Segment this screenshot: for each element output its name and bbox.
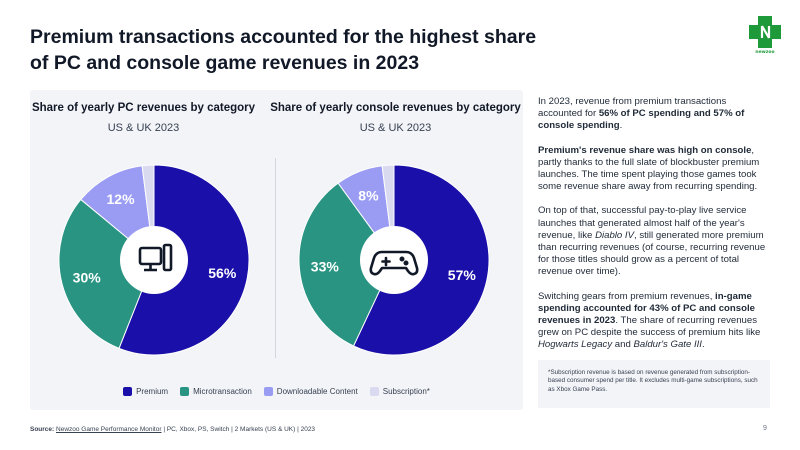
pc-label-dlc: 12% <box>107 191 136 207</box>
legend-swatch <box>180 387 190 396</box>
pc-chart-title: Share of yearly PC revenues by category <box>31 102 256 114</box>
legend-item-premium: Premium <box>123 387 168 396</box>
source-line: Source: Newzoo Game Performance Monitor … <box>30 426 315 433</box>
svg-text:newzoo: newzoo <box>755 50 774 54</box>
legend-swatch <box>369 387 379 396</box>
pc-label-premium: 56% <box>208 265 237 281</box>
console-label-dlc: 8% <box>358 187 379 203</box>
chart-legend: Premium Microtransaction Downloadable Co… <box>30 387 523 396</box>
pc-chart-header: Share of yearly PC revenues by category … <box>30 102 257 134</box>
legend-item-subscription: Subscription* <box>369 387 430 396</box>
commentary-paragraph-1: In 2023, revenue from premium transactio… <box>538 96 745 132</box>
console-slice-microtransaction <box>298 182 395 347</box>
legend-label: Microtransaction <box>193 387 252 396</box>
legend-swatch <box>123 387 133 396</box>
pc-chart-subtitle: US & UK 2023 <box>107 122 180 134</box>
legend-label: Premium <box>136 387 169 396</box>
pc-donut-hole <box>120 226 188 294</box>
newzoo-logo: newzoo <box>749 16 781 54</box>
console-chart-header: Share of yearly console revenues by cate… <box>268 102 523 134</box>
legend-item-dlc: Downloadable Content <box>263 387 358 396</box>
commentary-paragraph-2: Premium's revenue share was high on cons… <box>538 144 760 193</box>
console-label-premium: 57% <box>448 267 477 283</box>
legend-label: Downloadable Content <box>276 387 358 396</box>
legend-swatch <box>263 387 273 396</box>
page-title: Premium transactions accounted for the h… <box>30 26 537 74</box>
pc-slice-microtransaction <box>58 198 155 349</box>
chart-divider <box>275 158 276 358</box>
page-number: 9 <box>763 425 767 432</box>
legend-label: Subscription* <box>382 387 430 396</box>
commentary-paragraph-3: On top of that, successful pay-to-play l… <box>538 205 766 278</box>
pc-label-microtransaction: 30% <box>73 269 102 285</box>
gamepad-icon <box>369 250 419 276</box>
source-label: Source: <box>30 426 55 433</box>
console-chart-subtitle: US & UK 2023 <box>359 122 432 134</box>
console-chart-title: Share of yearly console revenues by cate… <box>270 102 521 114</box>
footnote-box: *Subscription revenue is based on revenu… <box>538 360 770 408</box>
console-label-microtransaction: 33% <box>311 259 340 275</box>
console-donut-hole <box>360 226 428 294</box>
charts-panel: 56% 30% 12% 57% 33% 8% Share of yearly PC rev… <box>30 90 523 410</box>
commentary: In 2023, revenue from premium transactio… <box>538 96 770 364</box>
source-details: | PC, Xbox, PS, Switch | 2 Markets (US &… <box>161 426 316 433</box>
commentary-paragraph-4: Switching gears from premium revenues, i… <box>538 290 761 351</box>
source-link[interactable]: Newzoo Game Performance Monitor <box>56 426 162 433</box>
legend-item-microtransaction: Microtransaction <box>180 387 252 396</box>
donut-charts: 56% 30% 12% 57% 33% 8% <box>58 164 490 356</box>
pc-tower-icon <box>138 243 173 272</box>
